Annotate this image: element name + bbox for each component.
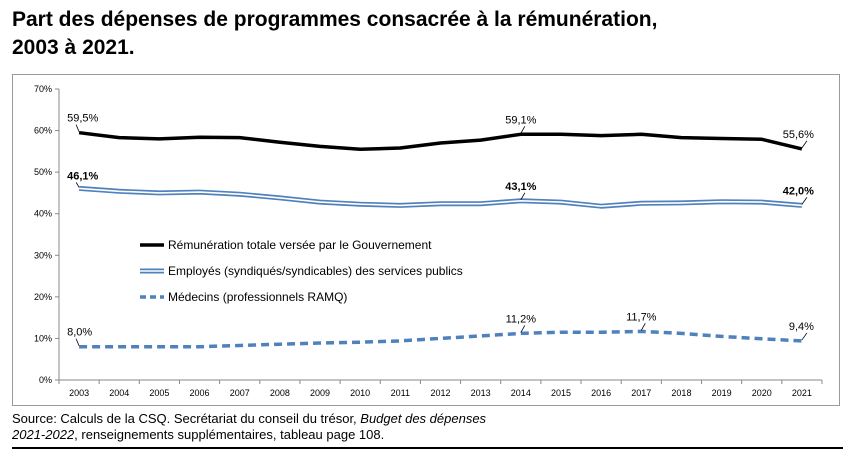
annotation-leader [640,323,646,331]
legend-entry: Rémunération totale versée par le Gouver… [168,238,432,252]
x-tick-label: 2009 [310,388,330,398]
series-line-medecins [79,329,802,349]
y-tick-label: 20% [34,292,52,302]
chart-title-line-2: 2003 à 2021. [12,36,135,59]
series-line-employes-inner [79,187,802,207]
x-tick-label: 2012 [430,388,450,398]
x-tick-label: 2008 [270,388,290,398]
chart-title-line-1: Part des dépenses de programmes consacré… [12,8,658,31]
source-publication-year: 2021-2022 [12,427,75,442]
data-label: 42,0% [783,185,814,197]
annotation-leader [801,197,808,205]
x-tick-label: 2015 [551,388,571,398]
annotation-leader [75,124,80,132]
source-details: , renseignements supplémentaires, tablea… [74,427,385,442]
chart-frame [12,74,840,406]
y-tick-label: 30% [34,250,52,260]
annotation-leader [75,182,80,188]
x-tick-label: 2020 [752,388,772,398]
source-note: Source: Calculs de la CSQ. Secrétariat d… [12,411,842,443]
legend-entry: Employés (syndiqués/syndicables) des ser… [168,264,463,278]
y-tick-label: 10% [34,333,52,343]
y-tick-label: 0% [39,375,52,385]
data-label: 11,7% [626,311,657,323]
x-tick-label: 2014 [511,388,531,398]
x-tick-label: 2021 [792,388,812,398]
x-tick-label: 2007 [230,388,250,398]
x-tick-label: 2003 [69,388,89,398]
x-tick-label: 2011 [391,388,410,398]
x-tick-label: 2010 [350,388,370,398]
source-publication-title: Budget des dépenses [360,411,487,426]
data-label: 8,0% [67,327,92,339]
x-tick-label: 2005 [149,388,169,398]
data-label: 11,2% [506,313,537,325]
bottom-rule [12,447,843,449]
data-label: 59,5% [67,113,98,125]
x-tick-label: 2013 [471,388,491,398]
x-tick-label: 2006 [190,388,210,398]
data-label: 55,6% [783,129,814,141]
annotation-leader [520,192,526,201]
data-label: 9,4% [789,321,814,333]
y-tick-label: 40% [34,209,52,219]
data-label: 59,1% [505,114,536,126]
annotation-leader [801,332,808,341]
source-text: Source: Calculs de la CSQ. Secrétariat d… [12,411,361,426]
y-tick-label: 70% [34,84,52,94]
x-tick-label: 2004 [109,388,129,398]
series-line-remuneration-totale [78,130,803,152]
source-line-1: Source: Calculs de la CSQ. Secrétariat d… [12,411,842,427]
chart-title: Part des dépenses de programmes consacré… [12,6,842,62]
source-line-2: 2021-2022, renseignements supplémentaire… [12,427,842,443]
annotation-leader [520,325,526,333]
x-tick-label: 2019 [712,388,732,398]
y-tick-label: 60% [34,126,52,136]
data-label: 46,1% [67,170,98,182]
annotation-leader [520,126,526,134]
annotation-leader [801,140,808,149]
x-tick-label: 2017 [631,388,651,398]
x-tick-label: 2018 [671,388,691,398]
y-tick-label: 50% [34,167,52,177]
x-tick-label: 2016 [591,388,611,398]
data-label: 43,1% [505,181,536,193]
annotation-leader [75,338,80,346]
legend-entry: Médecins (professionnels RAMQ) [168,290,347,304]
